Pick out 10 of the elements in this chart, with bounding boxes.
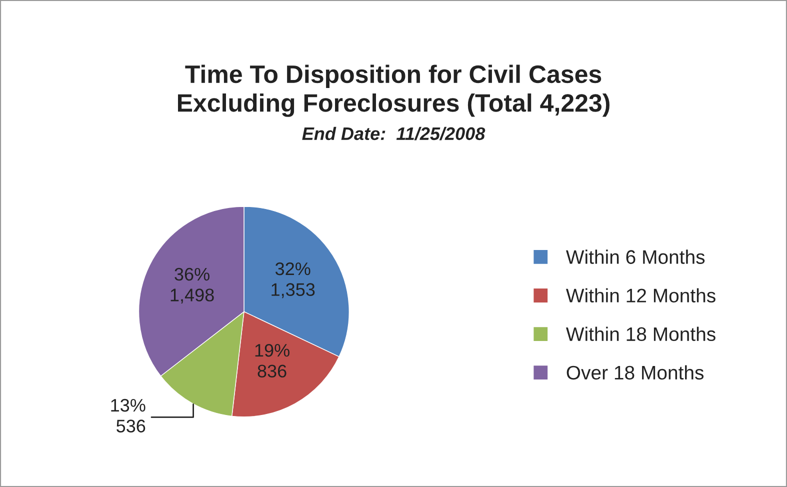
legend-label: Within 12 Months [566,288,716,302]
data-label: 13% 536 [111,398,146,432]
legend-label: Within 18 Months [566,326,716,342]
data-label: 32% 1,353 [272,262,315,298]
data-label: 36% 1,498 [170,268,214,304]
data-label: 19% 836 [255,344,290,378]
legend-label: Over 18 Months [566,365,704,380]
chart-subtitle: End Date: 11/25/2008 [302,126,486,140]
legend-label: Within 6 Months [566,250,705,264]
chart-title: Time To Disposition for Civil Cases Excluding Foreclosures (Total 4,223) [178,64,610,117]
